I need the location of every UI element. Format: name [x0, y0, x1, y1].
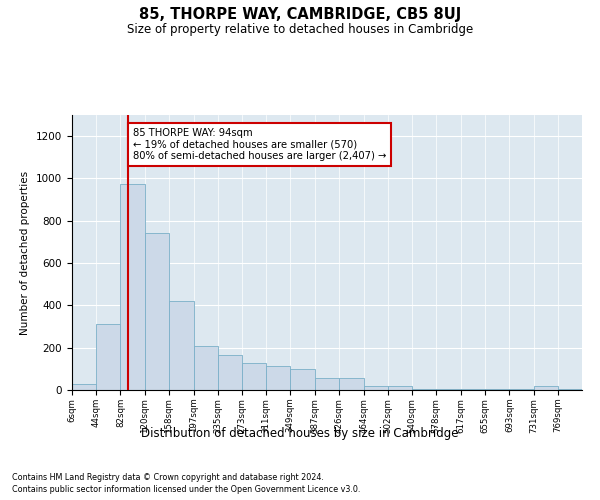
Bar [218, 355, 242, 390]
Bar [509, 389, 533, 390]
Bar [485, 389, 509, 390]
Bar [364, 386, 388, 390]
Text: 85, THORPE WAY, CAMBRIDGE, CB5 8UJ: 85, THORPE WAY, CAMBRIDGE, CB5 8UJ [139, 8, 461, 22]
Bar [169, 301, 194, 390]
Y-axis label: Number of detached properties: Number of detached properties [20, 170, 31, 334]
Text: Contains public sector information licensed under the Open Government Licence v3: Contains public sector information licen… [12, 485, 361, 494]
Bar [388, 386, 412, 390]
Bar [266, 366, 290, 390]
Bar [340, 378, 364, 390]
Bar [96, 324, 121, 390]
Bar [194, 346, 218, 390]
Bar [412, 389, 436, 390]
Bar [436, 389, 461, 390]
Bar [533, 386, 558, 390]
Bar [290, 369, 314, 390]
Text: Size of property relative to detached houses in Cambridge: Size of property relative to detached ho… [127, 22, 473, 36]
Text: Contains HM Land Registry data © Crown copyright and database right 2024.: Contains HM Land Registry data © Crown c… [12, 472, 324, 482]
Bar [558, 389, 582, 390]
Bar [72, 384, 96, 390]
Text: Distribution of detached houses by size in Cambridge: Distribution of detached houses by size … [141, 428, 459, 440]
Bar [461, 389, 485, 390]
Bar [145, 234, 169, 390]
Bar [242, 362, 266, 390]
Text: 85 THORPE WAY: 94sqm
← 19% of detached houses are smaller (570)
80% of semi-deta: 85 THORPE WAY: 94sqm ← 19% of detached h… [133, 128, 386, 161]
Bar [314, 378, 340, 390]
Bar [121, 184, 145, 390]
